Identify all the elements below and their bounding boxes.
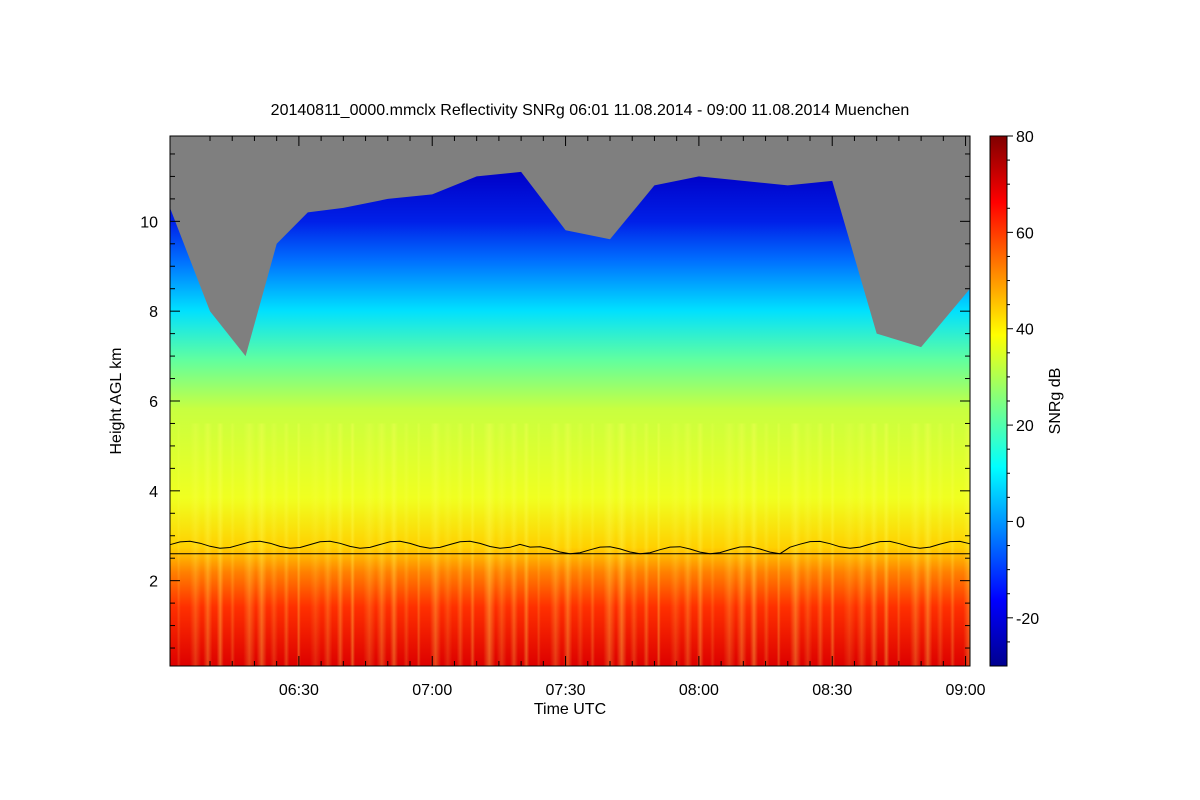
y-tick-label: 4 bbox=[149, 484, 158, 501]
fall-streak bbox=[336, 423, 344, 666]
colorbar-tick-label: -20 bbox=[1016, 611, 1039, 628]
fall-streak bbox=[723, 423, 736, 666]
fall-streak bbox=[576, 423, 584, 666]
fall-streak bbox=[496, 423, 507, 666]
colorbar-tick-label: 40 bbox=[1016, 322, 1034, 339]
fall-streak bbox=[803, 423, 813, 666]
fall-streak bbox=[590, 423, 595, 666]
fall-streak bbox=[870, 423, 878, 666]
x-tick-label: 06:30 bbox=[279, 682, 319, 699]
fall-streak bbox=[910, 423, 921, 666]
fall-streak bbox=[883, 423, 890, 666]
fall-streak bbox=[363, 423, 376, 666]
colorbar-tick-label: 0 bbox=[1016, 514, 1025, 531]
fall-streak bbox=[230, 423, 235, 666]
colorbar-tick-label: 60 bbox=[1016, 225, 1034, 242]
x-axis-label: Time UTC bbox=[534, 701, 606, 718]
fall-streak bbox=[456, 423, 464, 666]
colorbar: -20 0 20 40 60 80 SNRg dB bbox=[989, 129, 1064, 667]
fall-streak bbox=[536, 423, 541, 666]
colorbar-ticks: -20 0 20 40 60 80 bbox=[1007, 129, 1039, 643]
y-tick-label: 8 bbox=[149, 304, 158, 321]
fall-streak bbox=[390, 423, 398, 666]
fall-streak bbox=[216, 423, 224, 666]
fall-streak bbox=[790, 423, 801, 666]
colorbar-label: SNRg dB bbox=[1047, 368, 1064, 435]
fall-streak bbox=[203, 423, 213, 666]
y-axis: 2 4 6 8 10 bbox=[140, 153, 970, 649]
fall-streak bbox=[563, 423, 573, 666]
colorbar-gradient bbox=[989, 135, 1008, 667]
fall-streak bbox=[323, 423, 333, 666]
fall-streak bbox=[483, 423, 496, 666]
chart-title: 20140811_0000.mmclx Reflectivity SNRg 06… bbox=[271, 102, 910, 119]
fall-streak bbox=[950, 423, 955, 666]
fall-streak bbox=[710, 423, 715, 666]
colorbar-tick-label: 20 bbox=[1016, 418, 1034, 435]
x-axis: 06:30 07:00 07:30 08:00 08:30 09:00 bbox=[209, 136, 986, 699]
fall-streak bbox=[510, 423, 518, 666]
x-tick-label: 09:00 bbox=[946, 682, 986, 699]
fall-streak bbox=[376, 423, 387, 666]
fall-streak bbox=[190, 423, 201, 666]
fall-streak bbox=[896, 423, 901, 666]
fall-streak bbox=[856, 423, 867, 666]
x-tick-label: 07:00 bbox=[412, 682, 452, 699]
x-tick-label: 08:30 bbox=[812, 682, 852, 699]
x-tick-label: 07:30 bbox=[546, 682, 586, 699]
fall-streak bbox=[963, 423, 970, 666]
fall-streak bbox=[243, 423, 256, 666]
fall-streak bbox=[750, 423, 758, 666]
fall-streak bbox=[416, 423, 421, 666]
y-tick-label: 6 bbox=[149, 394, 158, 411]
y-tick-label: 2 bbox=[149, 574, 158, 591]
fall-streak bbox=[736, 423, 747, 666]
fall-streak bbox=[296, 423, 301, 666]
fall-streak bbox=[670, 423, 681, 666]
fall-streak bbox=[256, 423, 267, 666]
fall-streak bbox=[176, 423, 181, 666]
fall-streak bbox=[550, 423, 561, 666]
fall-streak bbox=[430, 423, 441, 666]
colorbar-tick-label: 80 bbox=[1016, 129, 1034, 146]
fall-streak bbox=[776, 423, 781, 666]
fall-streak bbox=[310, 423, 321, 666]
fall-streak bbox=[603, 423, 616, 666]
fall-streak bbox=[683, 423, 693, 666]
fall-streak bbox=[763, 423, 770, 666]
fall-streak bbox=[643, 423, 650, 666]
fall-streak bbox=[656, 423, 661, 666]
fall-streak bbox=[470, 423, 475, 666]
fall-streak bbox=[616, 423, 627, 666]
plot-area bbox=[170, 136, 970, 666]
y-axis-label: Height AGL km bbox=[108, 347, 125, 454]
fall-streak bbox=[523, 423, 530, 666]
fall-streak bbox=[936, 423, 944, 666]
fall-streak bbox=[843, 423, 856, 666]
fall-streak bbox=[923, 423, 933, 666]
fall-streak bbox=[696, 423, 704, 666]
y-tick-label: 10 bbox=[140, 214, 158, 231]
x-tick-label: 08:00 bbox=[679, 682, 719, 699]
fall-streak bbox=[403, 423, 410, 666]
fall-streak bbox=[350, 423, 355, 666]
fall-streak bbox=[630, 423, 638, 666]
fall-streak bbox=[283, 423, 290, 666]
fall-streak bbox=[816, 423, 824, 666]
fall-streaks bbox=[176, 423, 970, 666]
